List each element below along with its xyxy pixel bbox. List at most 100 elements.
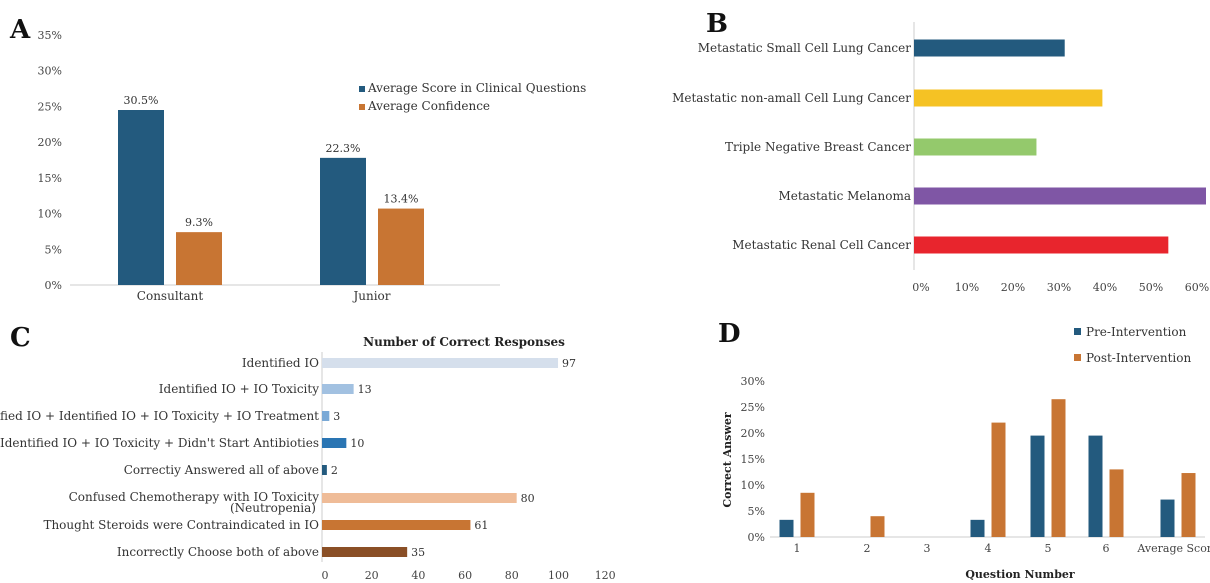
panel-d-x-axis-title: Question Number — [965, 568, 1075, 581]
panel-b-category-label: Metastatic non-amall Cell Lung Cancer — [672, 91, 911, 105]
panel-b-label: B — [706, 9, 728, 39]
panel-c-bar — [322, 465, 327, 475]
panel-c-data-label: 97 — [562, 357, 576, 370]
panel-a-y-tick: 15% — [38, 172, 62, 185]
legend-label-post: Post-Intervention — [1086, 351, 1191, 365]
panel-d-bar — [800, 492, 815, 537]
panel-b-category-label: Metastatic Melanoma — [778, 189, 911, 203]
panel-c-bar — [322, 493, 517, 503]
panel-d-chart: D Pre-Intervention Post-Intervention 0% 5… — [718, 319, 1210, 581]
panel-b-category-label: Triple Negative Breast Cancer — [725, 140, 911, 154]
panel-b-category-label: Metastatic Small Cell Lung Cancer — [698, 41, 912, 55]
panel-c-bar — [322, 438, 347, 448]
panel-c-category-label: Correctiy Answered all of above — [124, 463, 319, 477]
panel-c-category-label: Identified IO + Identified IO + IO Toxic… — [0, 409, 319, 423]
panel-a-bar — [320, 157, 366, 285]
panel-d-y-tick: 0% — [748, 531, 765, 544]
panel-c-category-label: Identified IO — [242, 356, 319, 370]
panel-a-y-tick: 20% — [38, 136, 62, 149]
panel-c-title: Number of Correct Responses — [363, 335, 565, 349]
panel-d-legend: Pre-Intervention Post-Intervention — [1074, 325, 1191, 365]
panel-d-category-label: 5 — [1045, 542, 1052, 555]
panel-c-data-label: 80 — [521, 492, 535, 505]
panel-a-y-tick: 0% — [45, 279, 62, 292]
panel-c-category-label: Thought Steroids were Contraindicated in… — [43, 518, 319, 532]
panel-a-data-label: 9.3% — [185, 216, 213, 229]
panel-a-bar — [118, 110, 164, 285]
panel-b-bar — [914, 187, 1206, 205]
panel-d-bar — [1051, 399, 1066, 537]
panel-b-category-label: Metastatic Renal Cell Cancer — [732, 238, 911, 252]
panel-c-data-label: 35 — [411, 546, 425, 559]
legend-label-pre: Pre-Intervention — [1086, 325, 1187, 339]
panel-c-data-label: 3 — [333, 410, 340, 423]
panel-a-data-label: 22.3% — [326, 142, 361, 155]
panel-c-x-tick: 60 — [458, 569, 472, 582]
panel-c-x-tick: 100 — [548, 569, 569, 582]
panel-c-data-label: 61 — [474, 519, 488, 532]
panel-d-bar — [1088, 435, 1103, 537]
panel-b-x-tick: 30% — [1047, 281, 1071, 294]
panel-d-bar — [1109, 469, 1124, 537]
panel-d-y-axis-title: Correct Answer — [721, 412, 734, 507]
panel-d-bar — [779, 519, 794, 537]
panel-d-bar — [870, 516, 885, 537]
panel-a-y-tick: 25% — [38, 100, 62, 113]
legend-swatch-pre — [1074, 328, 1081, 335]
legend-swatch-post — [1074, 354, 1081, 361]
panel-a-data-label: 13.4% — [384, 193, 419, 206]
panel-d-y-tick: 30% — [741, 375, 765, 388]
panel-c-chart: C Number of Correct Responses 97 13 3 10 2 80… — [0, 323, 616, 582]
panel-c-x-tick: 40 — [411, 569, 425, 582]
panel-a-bar — [176, 232, 222, 285]
panel-b-bar — [914, 236, 1169, 254]
panel-b-bar — [914, 39, 1065, 57]
panel-a-y-tick: 10% — [38, 208, 62, 221]
panel-c-x-tick: 80 — [505, 569, 519, 582]
panel-d-bar — [1181, 473, 1196, 537]
panel-d-y-tick: 5% — [748, 505, 765, 518]
panel-b-chart: B Metastatic Small Cell Lung Cancer Metas… — [672, 9, 1209, 294]
panel-b-x-tick: 20% — [1001, 281, 1025, 294]
panel-c-bar — [322, 411, 330, 421]
legend-swatch-score — [359, 86, 365, 92]
panel-a-category-label: Consultant — [137, 289, 204, 303]
panel-c-x-tick: 0 — [322, 569, 329, 582]
legend-label-score: Average Score in Clinical Questions — [367, 81, 586, 95]
panel-a-legend: Average Score in Clinical Questions Aver… — [359, 81, 586, 113]
panel-c-bar — [322, 358, 559, 368]
panel-c-category-label: Identified IO + IO Toxicity + Didn't Sta… — [0, 436, 319, 450]
panel-d-y-tick: 20% — [741, 427, 765, 440]
panel-c-bar — [322, 384, 354, 394]
panel-b-bar — [914, 89, 1103, 107]
panel-c-data-label: 13 — [358, 383, 372, 396]
panel-d-category-label: Average Score — [1136, 542, 1210, 555]
panel-d-category-label: 1 — [794, 542, 801, 555]
panel-a-bar — [378, 208, 424, 285]
panel-b-x-tick: 50% — [1139, 281, 1163, 294]
panel-c-bar — [322, 520, 471, 530]
panel-a-chart: A 0% 5% 10% 15% 20% 25% 30% 35% 30.5% 9.3% 22.3% 1… — [9, 15, 586, 303]
panel-c-label: C — [10, 323, 31, 353]
panel-a-data-label: 30.5% — [124, 94, 159, 107]
panel-a-category-label: Junior — [351, 289, 390, 303]
panel-c-data-label: 2 — [331, 464, 338, 477]
panel-d-category-label: 3 — [924, 542, 931, 555]
panel-b-x-tick: 60% — [1185, 281, 1209, 294]
panel-a-y-tick: 35% — [38, 29, 62, 42]
panel-c-category-label: Confused Chemotherapy with IO Toxicity (N… — [69, 490, 320, 515]
legend-label-confidence: Average Confidence — [367, 99, 490, 113]
panel-c-data-label: 10 — [350, 437, 364, 450]
panel-d-label: D — [718, 319, 741, 349]
panel-d-bar — [1160, 499, 1175, 537]
panel-d-y-tick: 10% — [741, 479, 765, 492]
panel-d-bar — [991, 422, 1006, 537]
panel-d-y-tick: 15% — [741, 453, 765, 466]
panel-c-category-label: Incorrectly Choose both of above — [117, 545, 319, 559]
panel-d-category-label: 4 — [985, 542, 992, 555]
panel-b-x-tick: 40% — [1093, 281, 1117, 294]
panel-a-label: A — [9, 15, 31, 45]
panel-c-category-label: Identified IO + IO Toxicity — [159, 382, 319, 396]
panel-a-y-tick: 30% — [38, 65, 62, 78]
